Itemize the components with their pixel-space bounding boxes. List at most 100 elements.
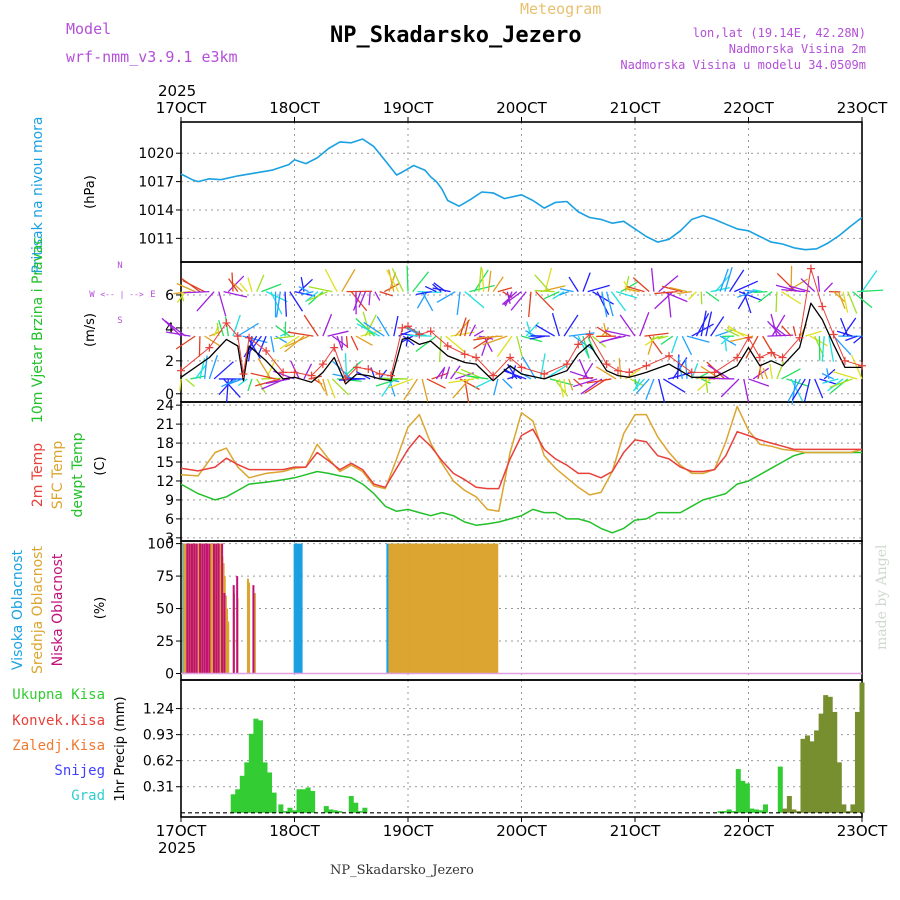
compass-glyph: <-- | --> [100,290,144,299]
wind-arrow [686,335,710,343]
wind-arrow [775,291,778,313]
wind-arrow [584,378,607,394]
y-tick-label: 0 [165,667,174,683]
precip-bar [850,804,856,813]
convective-label: Konvek.Kisa [12,713,105,729]
precip-bar [267,772,273,813]
frozen-label: Zaledj.Kisa [12,738,105,754]
cloud-panel: Visoka Oblacnost Srednja Oblacnost Niska… [10,546,108,674]
precip-bar [836,762,842,813]
wind-arrow [289,291,304,312]
wind-arrow [632,277,650,293]
wind-arrow [724,328,740,337]
gust-marker [687,368,696,377]
wind-arrow [322,313,333,337]
sfc-temp-line [180,405,863,513]
wind-arrow [814,378,824,399]
gust-marker [489,371,498,380]
wind-arrow [473,269,489,293]
compass-e: E [150,290,155,300]
precip-bar [722,811,728,813]
gust-marker [665,351,674,360]
wind-arrow [421,378,429,402]
wind-arrow [466,375,489,380]
wind-arrow [208,354,219,380]
precip-bar [749,808,755,813]
precip-bar [239,775,245,813]
wind-arrow [303,314,319,337]
wind-arrow [552,291,565,300]
y-tick-label: 0.93 [143,728,174,744]
wind-arrow [569,370,593,380]
wind-arrow [729,269,745,293]
top-date-tick: 19OCT [383,99,434,117]
gust-marker [733,353,742,362]
hail-label: Grad [71,788,105,804]
wind-arrow [355,317,376,337]
wind-arrow [817,275,821,292]
wind-title: 10m Vjetar Brzina i Pravac [30,237,46,423]
gust-marker [318,360,327,369]
wind-arrow [823,368,836,380]
wind-arrow [744,289,759,293]
wind-arrow [497,287,513,293]
dewpoint-line [180,451,862,534]
precip-bar [726,809,732,813]
gust-marker [341,374,350,383]
wind-arrow [190,375,206,380]
precip-bar [292,810,297,813]
gust-marker [755,353,764,362]
wind-arrow [770,313,778,337]
precip-bar [731,811,737,813]
wind-arrow [510,291,527,311]
wind-arrow [551,313,560,337]
wind-arrow [632,378,645,392]
precip-bar [823,695,829,813]
compass-s: S [117,316,122,326]
wind-arrow [381,378,395,397]
gust-marker [562,360,571,369]
y-tick-label: 15 [156,455,174,471]
y-tick-label: 0 [165,387,174,403]
y-tick-label: 12 [156,474,174,490]
pressure-series-line [180,138,863,251]
wind-arrow [563,378,567,395]
wind-arrow [218,291,227,317]
top-date-tick: 23OCT [837,99,888,117]
wind-arrow [356,323,380,337]
precip-bar [795,811,801,813]
total-precip-label: Ukupna Kisa [12,687,105,703]
wind-arrow [275,324,291,337]
wind-arrow [473,335,494,350]
gust-marker [205,343,214,352]
gust-marker [262,346,271,355]
wind-arrow [379,291,393,297]
wind-arrow [677,291,692,295]
wind-arrow [587,284,610,293]
y-tick-label: 75 [156,569,174,585]
wind-arrow [476,335,503,339]
wind-arrow [840,317,849,337]
wind-arrow [558,291,570,296]
wind-arrow [710,316,725,337]
precip-bar [348,795,354,813]
y-tick-label: 24 [156,398,174,414]
precip-bar [323,806,329,813]
wind-arrow [663,291,688,303]
wind-arrow [776,361,785,380]
precip-bar [305,787,311,813]
y-tick-label: 6 [165,512,174,528]
wind-arrow [346,377,366,380]
wind-arrow [270,335,275,353]
wind-arrow [388,269,395,292]
model-name: wrf-nmm_v3.9.1 e3km [66,48,238,66]
wind-arrow [501,291,518,305]
wind-arrow [535,324,555,337]
wind-arrow [568,276,579,292]
wind-arrow [376,316,390,337]
precip-bar [818,713,824,813]
wind-arrow [610,291,627,312]
model-elevation-label: Nadmorska Visina u modelu 34.0509m [620,58,866,72]
wind-arrow [772,325,787,337]
wind-arrow [402,335,415,346]
